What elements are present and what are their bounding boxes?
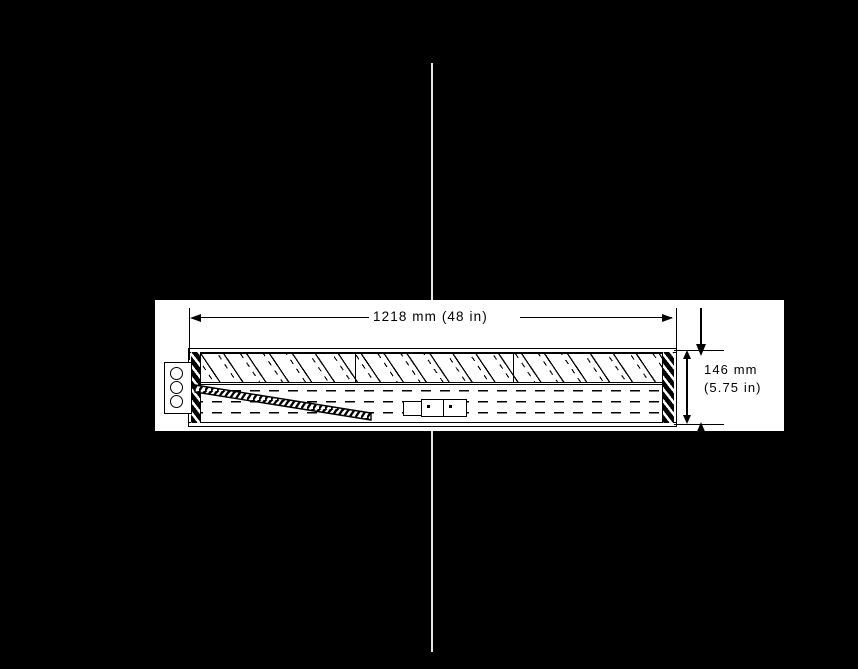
centerline-upper: [431, 63, 433, 303]
center-coupling-dot-2: [449, 405, 452, 408]
manifold-port-1: [170, 367, 183, 380]
panel-bottom-skin-outer: [188, 426, 677, 427]
cavity-layer-top-edge: [193, 384, 672, 385]
core-segment-divider-1: [355, 353, 356, 382]
thickness-leader-line: [700, 308, 702, 346]
manifold-port-3: [170, 395, 183, 408]
thickness-extension-top: [674, 350, 724, 351]
right-end-cap-inner-line: [662, 352, 663, 423]
vertical-dimension-label-line1: 146 mm: [704, 362, 758, 377]
vertical-dimension-label-line2: (5.75 in): [704, 380, 762, 395]
horizontal-dimension-label: 1218 mm (48 in): [373, 309, 488, 324]
core-segment-divider-2: [513, 353, 514, 382]
thickness-dimension-line: [686, 354, 688, 420]
dim-line-right-segment: [520, 317, 672, 318]
thickness-arrow-down: [683, 415, 691, 424]
hatched-core-layer: [193, 353, 672, 382]
drawing-canvas: 1218 mm (48 in): [155, 300, 784, 434]
center-coupling-left: [403, 401, 423, 416]
dim-extension-line-left: [189, 308, 190, 360]
center-coupling-dot-1: [427, 405, 430, 408]
dim-arrow-left: [190, 313, 201, 322]
dim-extension-line-right: [676, 308, 677, 360]
center-coupling-body: [421, 399, 445, 417]
hatched-layer-bottom-edge: [193, 382, 672, 383]
center-coupling-right: [443, 399, 467, 417]
panel-bottom-skin-inner: [188, 422, 677, 423]
thickness-arrow-up: [683, 350, 691, 359]
braided-flexible-hose: [194, 384, 372, 421]
manifold-port-2: [170, 381, 183, 394]
dim-line-left-segment: [195, 317, 369, 318]
panel-right-edge: [676, 348, 677, 427]
bottom-leader-arrow: [696, 422, 706, 434]
panel-top-skin-outer: [188, 348, 677, 349]
right-end-cap: [663, 352, 674, 423]
hatched-layer-top-edge: [193, 353, 672, 354]
three-port-manifold: [164, 362, 192, 414]
centerline-lower: [431, 424, 433, 652]
dim-arrow-right: [662, 313, 673, 322]
